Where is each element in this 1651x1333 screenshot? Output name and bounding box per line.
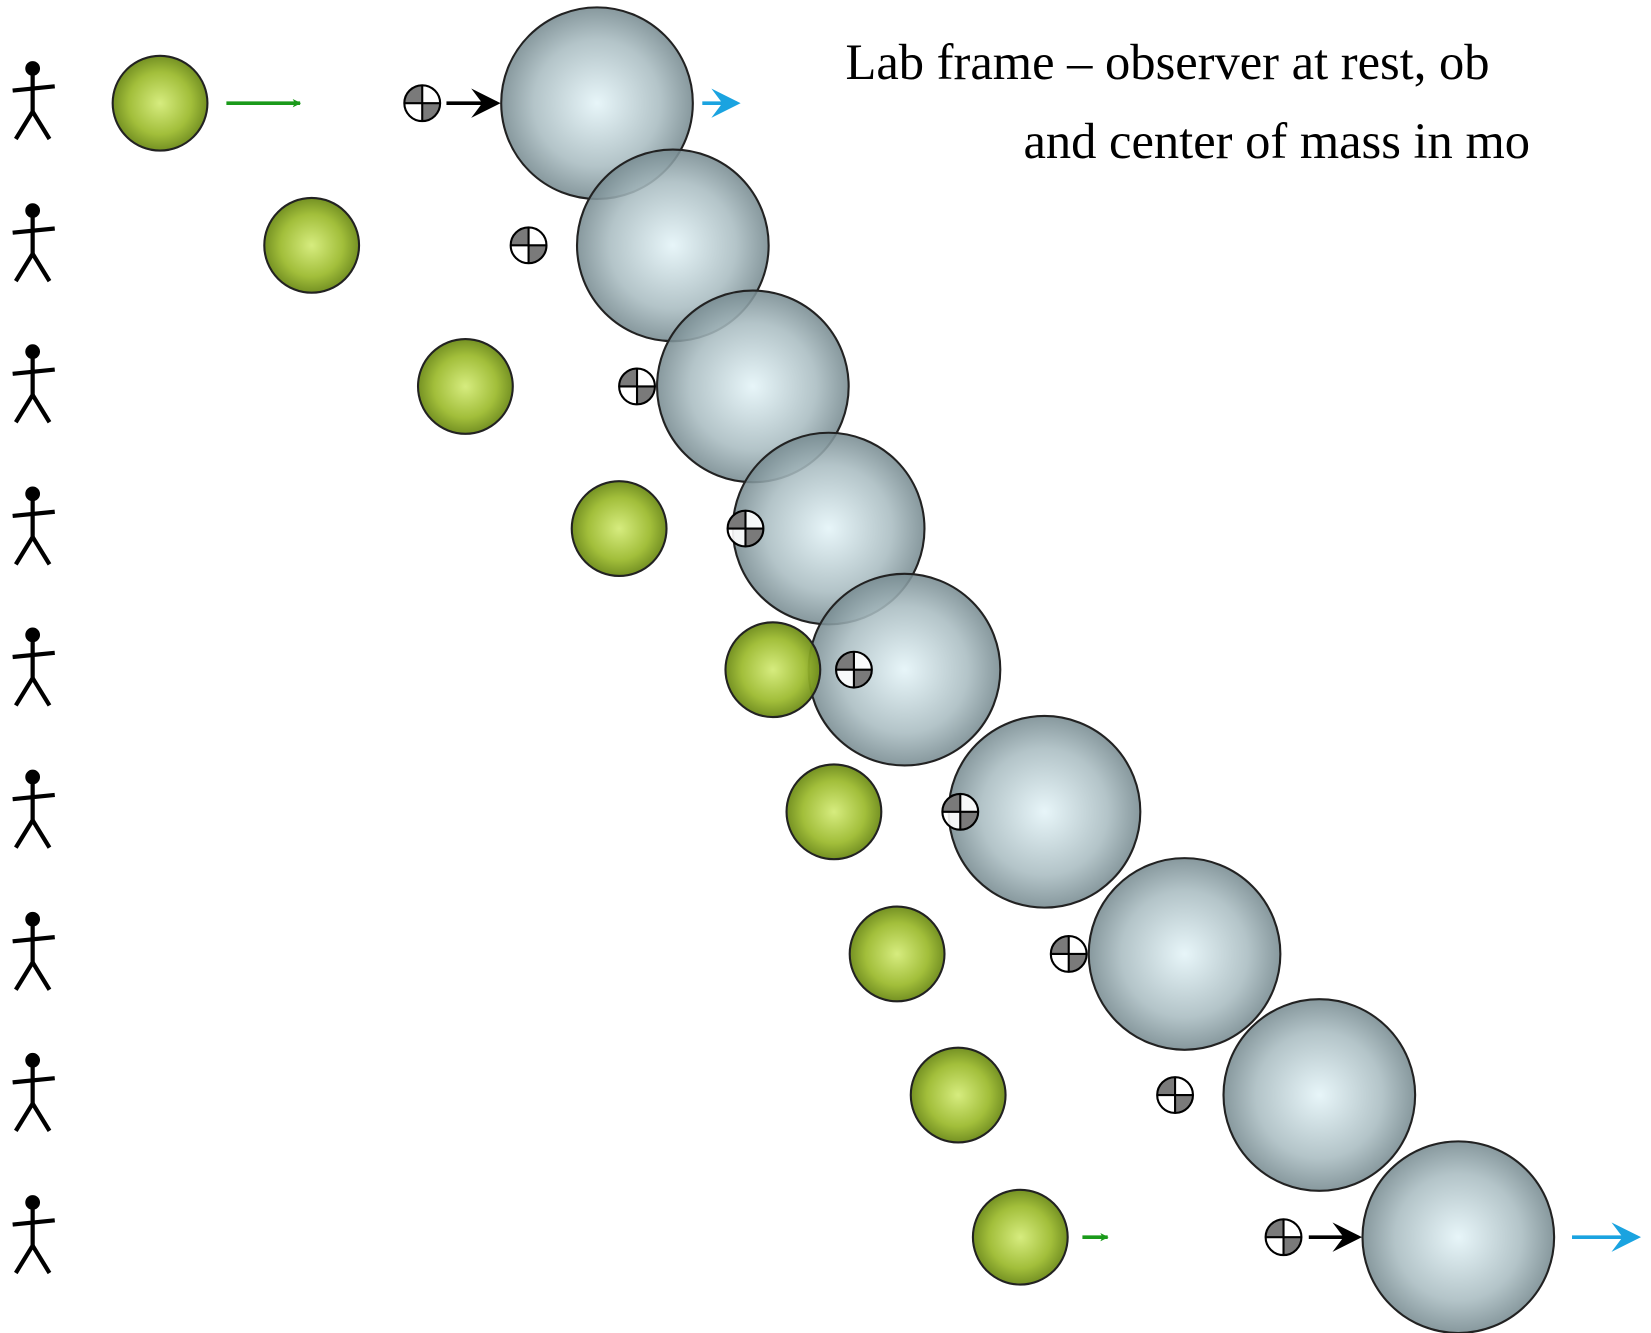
observer-legs bbox=[16, 537, 50, 564]
observer-legs bbox=[16, 112, 50, 139]
observer bbox=[13, 914, 55, 990]
gray-ball bbox=[1089, 858, 1281, 1050]
observer-arms bbox=[13, 512, 55, 516]
observer-arms bbox=[13, 653, 55, 657]
observer-arms bbox=[13, 795, 55, 799]
observer-legs bbox=[16, 1103, 50, 1130]
observer-arms bbox=[13, 370, 55, 374]
observer-legs bbox=[16, 678, 50, 705]
green-ball bbox=[113, 56, 208, 151]
green-ball bbox=[725, 622, 820, 717]
observer bbox=[13, 772, 55, 848]
observer-arms bbox=[13, 1078, 55, 1082]
observer-legs bbox=[16, 395, 50, 422]
center-of-mass bbox=[1051, 936, 1087, 972]
observer bbox=[13, 1197, 55, 1273]
observer-legs bbox=[16, 254, 50, 281]
title-line: and center of mass in mo bbox=[1023, 113, 1530, 169]
observer-arms bbox=[13, 86, 55, 90]
observer bbox=[13, 489, 55, 565]
observer-arms bbox=[13, 1220, 55, 1224]
green-ball bbox=[850, 907, 945, 1002]
gray-ball bbox=[1224, 999, 1416, 1191]
center-of-mass bbox=[836, 652, 872, 688]
observer bbox=[13, 1055, 55, 1131]
green-ball bbox=[787, 764, 882, 859]
center-of-mass bbox=[942, 794, 978, 830]
gray-ball bbox=[1362, 1141, 1554, 1333]
green-ball bbox=[418, 339, 513, 434]
diagram: Lab frame – observer at rest, ob and cen… bbox=[0, 0, 1651, 1333]
observer bbox=[13, 630, 55, 706]
center-of-mass bbox=[1266, 1219, 1302, 1255]
center-of-mass bbox=[728, 511, 764, 547]
center-of-mass bbox=[404, 85, 440, 121]
title-line: Lab frame – observer at rest, ob bbox=[846, 34, 1490, 90]
observer-arms bbox=[13, 937, 55, 941]
page: Lab frame – observer at rest, ob and cen… bbox=[0, 0, 1651, 1333]
center-of-mass bbox=[1157, 1077, 1193, 1113]
observer-arms bbox=[13, 228, 55, 232]
green-ball bbox=[973, 1190, 1068, 1285]
green-ball bbox=[572, 481, 667, 576]
observer-legs bbox=[16, 1246, 50, 1273]
observer bbox=[13, 63, 55, 139]
green-ball bbox=[911, 1048, 1006, 1143]
scene bbox=[13, 7, 1554, 1333]
observer bbox=[13, 205, 55, 281]
center-of-mass bbox=[511, 227, 547, 263]
center-of-mass bbox=[619, 369, 655, 405]
observer-legs bbox=[16, 820, 50, 847]
green-ball bbox=[264, 198, 359, 293]
observer-legs bbox=[16, 962, 50, 989]
observer bbox=[13, 346, 55, 422]
